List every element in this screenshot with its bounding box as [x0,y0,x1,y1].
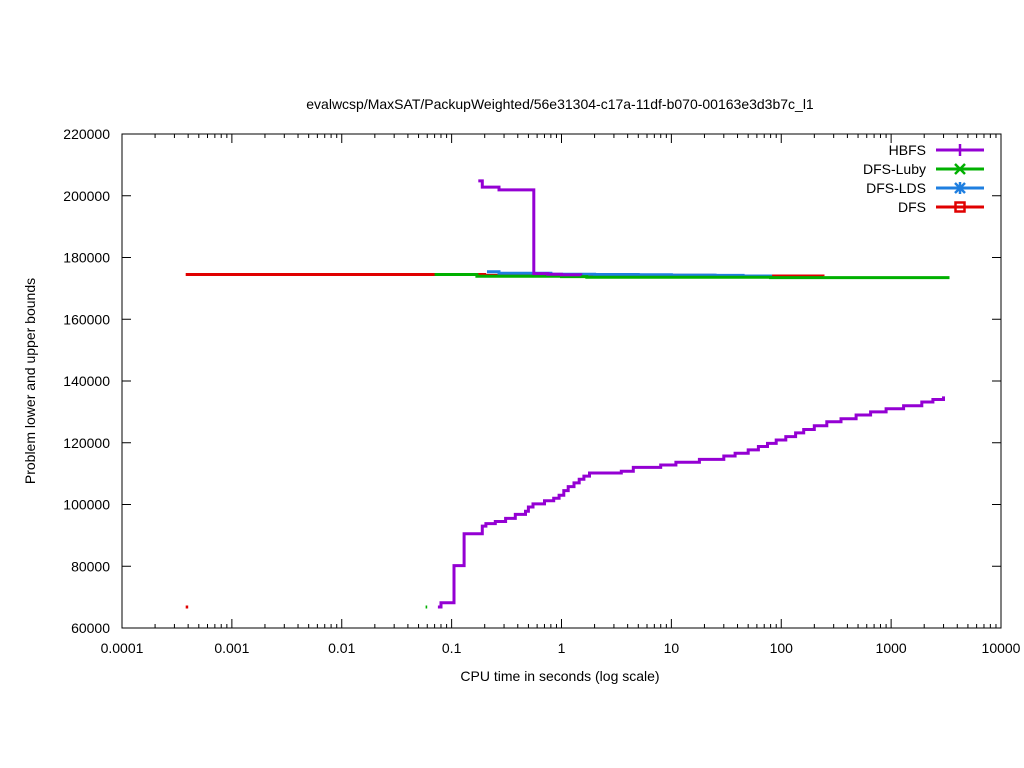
legend-label-hbfs: HBFS [889,142,926,158]
legend: HBFS DFS-Luby DFS-LDS DFS [863,142,984,215]
series-line-dfs-luby-upper [434,273,950,280]
chart-title: evalwcsp/MaxSAT/PackupWeighted/56e31304-… [306,96,814,112]
y-tick-label: 100000 [63,497,110,513]
x-tick-label: 1 [558,640,566,656]
legend-label-dfs-luby: DFS-Luby [863,161,926,177]
y-tick-label: 200000 [63,188,110,204]
axis-ticks [121,133,1002,629]
plot-area-frame [121,133,1002,629]
y-tick-label: 120000 [63,435,110,451]
y-axis-label: Problem lower and upper bounds [22,278,38,484]
x-tick-label: 1000 [876,640,907,656]
x-axis-label: CPU time in seconds (log scale) [460,668,659,684]
y-tick-label: 140000 [63,373,110,389]
x-tick-label: 0.01 [328,640,355,656]
y-tick-label: 220000 [63,126,110,142]
legend-label-dfs-lds: DFS-LDS [866,180,926,196]
series-line-hbfs-upper [478,179,583,277]
legend-marker-dfs-lds [954,182,966,194]
x-tick-label: 10 [664,640,680,656]
x-tick-label: 0.0001 [101,640,144,656]
axis-tick-labels: 0.0001 0.001 0.01 0.1 1 10 100 1000 10000 60000 80… [63,126,1020,656]
y-tick-label: 180000 [63,250,110,266]
x-tick-label: 0.001 [214,640,249,656]
legend-marker-dfs-luby [954,163,966,175]
series-line-hbfs-lower [437,396,945,609]
series-layer [185,179,950,609]
x-tick-label: 0.1 [442,640,462,656]
x-tick-label: 100 [770,640,794,656]
legend-label-dfs: DFS [898,199,926,215]
x-tick-label: 10000 [982,640,1021,656]
y-tick-label: 160000 [63,311,110,327]
y-tick-label: 60000 [71,620,110,636]
y-tick-label: 80000 [71,558,110,574]
legend-marker-dfs [954,201,966,213]
